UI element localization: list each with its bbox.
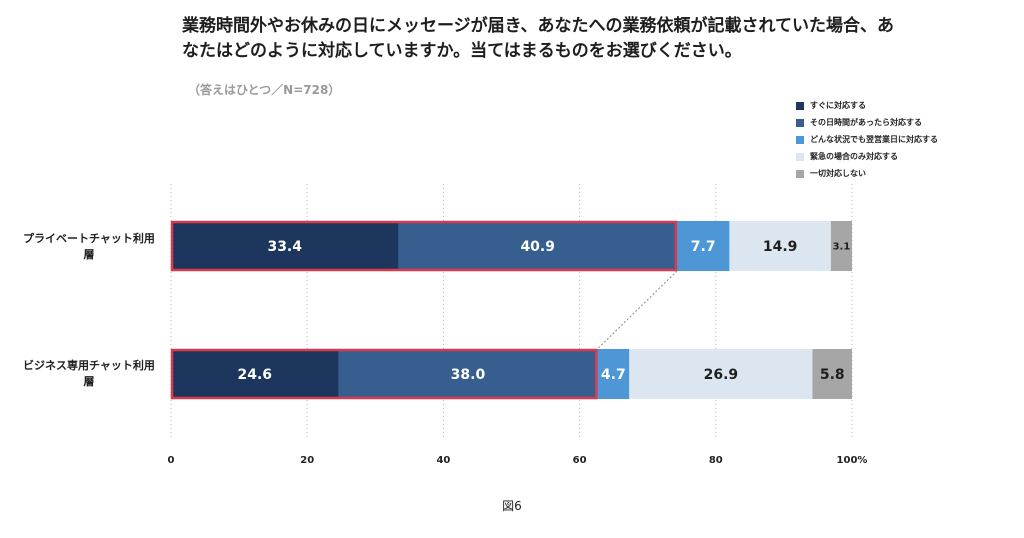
sample-note: （答えはひとつ／N=728） [188,83,341,97]
data-label: 7.7 [691,239,716,255]
legend-label: どんな状況でも翌営業日に対応する [810,135,938,144]
legend-item: その日時間があったら対応する [796,114,938,131]
x-tick-label: 40 [436,455,450,466]
bar-segment [398,221,677,271]
legend-item: 一切対応しない [796,165,938,182]
legend-label: その日時間があったら対応する [810,118,922,127]
highlight-outline [170,220,678,272]
data-label: 26.9 [704,367,739,383]
legend-label: 緊急の場合のみ対応する [810,152,898,161]
bar-segment [338,349,598,399]
x-tick-label: 100% [837,455,868,466]
highlight-outline [170,348,598,400]
data-label: 3.1 [833,242,851,253]
legend-swatch [796,152,804,161]
legend-swatch [796,118,804,127]
bar-segment [171,221,399,271]
category-label-private-chat: プライベートチャット利用層 [23,232,155,261]
bar-segment [729,221,831,271]
bar-segment [171,349,339,399]
legend-swatch [796,101,804,110]
x-tick-label: 0 [168,455,175,466]
legend: すぐに対応する その日時間があったら対応する どんな状況でも翌営業日に対応する … [796,97,938,182]
legend-swatch [796,169,804,178]
bar-segment [629,349,813,399]
bar-segment [812,349,852,399]
figure-caption: 図6 [502,499,522,513]
data-label: 4.7 [601,367,626,383]
legend-item: すぐに対応する [796,97,938,114]
bar-segment [676,221,730,271]
data-label: 40.9 [520,239,555,255]
data-label: 5.8 [820,367,845,383]
highlight-connector-line [596,270,678,350]
legend-swatch [796,135,804,144]
data-label: 33.4 [267,239,302,255]
legend-item: どんな状況でも翌営業日に対応する [796,131,938,148]
legend-item: 緊急の場合のみ対応する [796,148,938,165]
x-tick-label: 60 [573,455,587,466]
legend-label: すぐに対応する [810,101,866,110]
bar-segment [830,221,852,271]
data-label: 14.9 [763,239,798,255]
category-label-business-chat: ビジネス専用チャット利用層 [23,359,155,388]
bar-segment [597,349,630,399]
x-tick-label: 20 [300,455,314,466]
legend-label: 一切対応しない [810,169,866,178]
chart-title: 業務時間外やお休みの日にメッセージが届き、あなたへの業務依頼が記載されていた場合… [182,16,894,61]
data-label: 24.6 [237,367,272,383]
x-tick-label: 80 [709,455,723,466]
data-label: 38.0 [451,367,486,383]
